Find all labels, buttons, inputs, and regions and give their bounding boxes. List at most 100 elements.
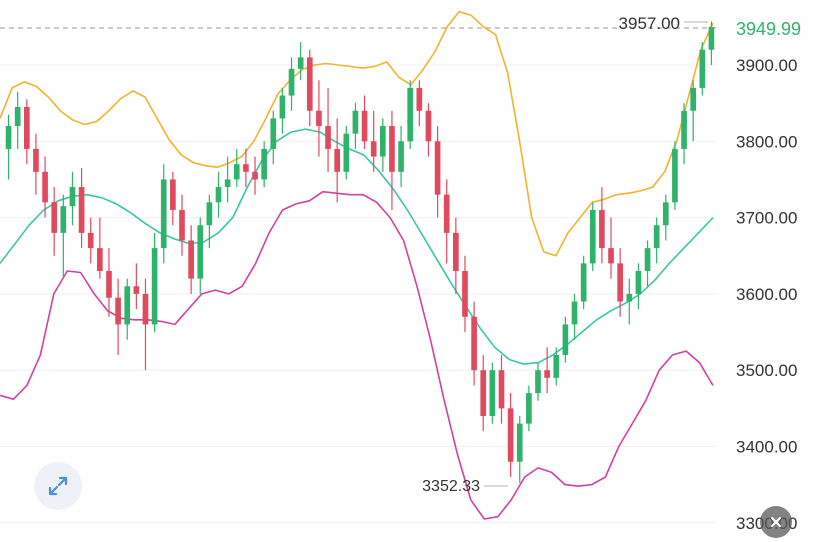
candle-body: [361, 110, 368, 142]
candle-body: [14, 106, 21, 127]
lower-band-line: [0, 190, 714, 520]
candle-body: [535, 370, 541, 394]
candle-body: [617, 263, 623, 302]
candle-body: [425, 110, 432, 142]
candle-body: [87, 232, 94, 249]
candle-body: [42, 171, 48, 203]
y-tick-label: 3700.00: [736, 209, 797, 228]
candle-body: [635, 271, 642, 294]
low-marker-label: 3352.33: [422, 478, 480, 495]
candle-body: [288, 68, 295, 96]
candle-body: [215, 187, 222, 203]
candle-body: [681, 110, 687, 149]
candle-body: [489, 370, 496, 416]
candle-body: [471, 316, 477, 371]
candle-body: [443, 194, 450, 233]
middle-band-line: [0, 128, 714, 365]
candle-body: [507, 408, 514, 462]
candle-body: [708, 26, 715, 50]
candles: [5, 21, 715, 484]
candle-body: [480, 370, 487, 416]
candle-body: [599, 209, 605, 249]
candle-body: [434, 141, 441, 195]
candle-body: [343, 133, 350, 172]
candle-body: [690, 87, 697, 111]
candle-body: [553, 354, 560, 378]
candle-body: [252, 171, 258, 180]
chart-control-icon: [771, 517, 781, 527]
candle-body: [133, 286, 140, 294]
candle-body: [644, 248, 651, 272]
candle-body: [51, 202, 58, 233]
candle-body: [334, 148, 341, 172]
grid-lines: [0, 64, 716, 524]
candle-body: [589, 209, 596, 264]
last-price-box: [726, 12, 826, 44]
candle-body: [462, 271, 468, 317]
candle-body: [206, 202, 213, 226]
candle-body: [60, 206, 67, 233]
candle-body: [662, 202, 669, 226]
candle-body: [389, 126, 395, 172]
candle-body: [160, 179, 167, 249]
candle-body: [297, 57, 304, 69]
candle-body: [23, 106, 30, 149]
candle-body: [562, 324, 569, 355]
candle-body: [526, 393, 532, 424]
candle-body: [672, 148, 678, 203]
candle-body: [106, 271, 112, 298]
candle-body: [243, 164, 249, 172]
candle-body: [453, 232, 459, 272]
candle-body: [170, 179, 176, 210]
candle-body: [398, 141, 404, 172]
candle-body: [571, 301, 578, 325]
candle-body: [379, 126, 386, 157]
candle-body: [370, 141, 377, 157]
candle-body: [197, 225, 204, 279]
candle-body: [279, 95, 286, 119]
candle-body: [97, 248, 103, 272]
candle-body: [653, 225, 660, 249]
last-price-label: 3949.99: [736, 19, 801, 39]
candle-body: [78, 187, 85, 233]
candle-body: [151, 248, 158, 325]
candle-body: [498, 370, 505, 409]
candle-body: [188, 240, 194, 279]
candle-body: [580, 263, 587, 302]
candle-body: [306, 57, 313, 111]
candle-body: [5, 126, 12, 149]
price-markers: 3957.00 3352.33: [0, 14, 716, 495]
candle-body: [516, 423, 523, 462]
expand-arrows-icon: [48, 476, 68, 496]
candle-body: [224, 179, 231, 188]
high-marker-label: 3957.00: [619, 14, 680, 33]
candle-body: [270, 118, 277, 149]
candle-body: [142, 293, 149, 325]
upper-band-line: [0, 10, 714, 257]
y-tick-label: 3500.00: [736, 361, 797, 380]
candle-body: [608, 248, 614, 264]
candle-body: [316, 110, 322, 127]
candle-body: [626, 293, 633, 302]
y-tick-label: 3600.00: [736, 285, 797, 304]
candle-body: [179, 209, 185, 241]
candle-body: [233, 164, 240, 180]
candle-body: [325, 126, 331, 149]
y-tick-label: 3400.00: [736, 438, 797, 457]
candle-body: [407, 87, 414, 142]
candle-body: [69, 187, 76, 207]
y-axis: 3900.00 3800.00 3700.00 3600.00 3500.00 3400.…: [726, 12, 826, 533]
candle-body: [352, 110, 359, 134]
candle-body: [699, 49, 706, 88]
y-tick-label: 3900.00: [736, 56, 797, 75]
candle-body: [115, 297, 121, 325]
expand-chart-button[interactable]: [34, 462, 82, 510]
candle-body: [544, 370, 550, 378]
candle-body: [33, 148, 39, 172]
bollinger-bands: [0, 10, 714, 520]
candle-body: [416, 87, 423, 111]
y-tick-label: 3800.00: [736, 132, 797, 151]
candle-body: [261, 148, 267, 180]
chart-control-button[interactable]: [760, 506, 792, 538]
